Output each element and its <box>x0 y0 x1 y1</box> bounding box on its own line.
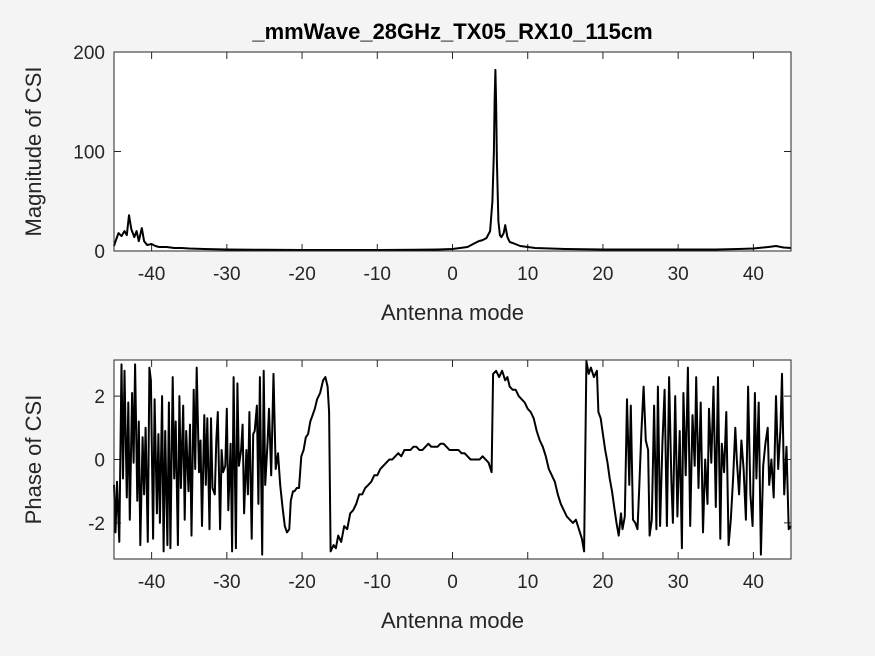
phase-x-tick-label: 30 <box>668 572 689 593</box>
phase-y-tick-label: 2 <box>94 387 105 408</box>
phase-x-tick-label: -40 <box>138 572 165 593</box>
magnitude-plot-frame <box>113 51 792 252</box>
magnitude-y-axis-label: Magnitude of CSI <box>21 67 46 237</box>
magnitude-x-tick-label: -20 <box>288 264 315 285</box>
phase-x-tick-label: -30 <box>213 572 240 593</box>
chart-title: _mmWave_28GHz_TX05_RX10_115cm <box>251 19 652 44</box>
magnitude-plot-area <box>114 52 791 251</box>
phase-y-tick-label: -2 <box>88 514 105 535</box>
magnitude-x-tick-label: 10 <box>517 264 538 285</box>
phase-x-tick-label: 10 <box>517 572 538 593</box>
phase-y-tick-label: 0 <box>94 451 105 472</box>
magnitude-x-axis-label: Antenna mode <box>381 300 524 325</box>
phase-x-tick-label: -20 <box>288 572 315 593</box>
phase-plot-frame <box>113 359 792 560</box>
magnitude-subplot: -40 -30 -20 -10 0 10 20 30 40 0 100 200 _mmWave_28G… <box>21 19 792 325</box>
phase-x-tick-label: -10 <box>364 572 391 593</box>
magnitude-x-tick-label: 40 <box>743 264 764 285</box>
phase-y-axis-label: Phase of CSI <box>21 395 46 525</box>
magnitude-x-tick-label: -40 <box>138 264 165 285</box>
phase-x-tick-label: 0 <box>447 572 458 593</box>
magnitude-x-tick-label: -10 <box>364 264 391 285</box>
phase-subplot: -40 -30 -20 -10 0 10 20 30 40-202 Antenna mode P… <box>21 359 792 633</box>
magnitude-series-line <box>113 68 792 251</box>
phase-x-tick-label: 40 <box>743 572 764 593</box>
phase-x-tick-label: 20 <box>592 572 613 593</box>
magnitude-y-tick-label: 200 <box>73 43 105 64</box>
phase-series-line <box>113 360 792 556</box>
phase-x-axis-label: Antenna mode <box>381 608 524 633</box>
magnitude-x-tick-label: 20 <box>592 264 613 285</box>
magnitude-y-tick-label: 0 <box>94 242 105 263</box>
magnitude-y-tick-label: 100 <box>73 143 105 164</box>
magnitude-x-tick-label: 0 <box>447 264 458 285</box>
magnitude-x-tick-label: -30 <box>213 264 240 285</box>
magnitude-x-tick-label: 30 <box>668 264 689 285</box>
